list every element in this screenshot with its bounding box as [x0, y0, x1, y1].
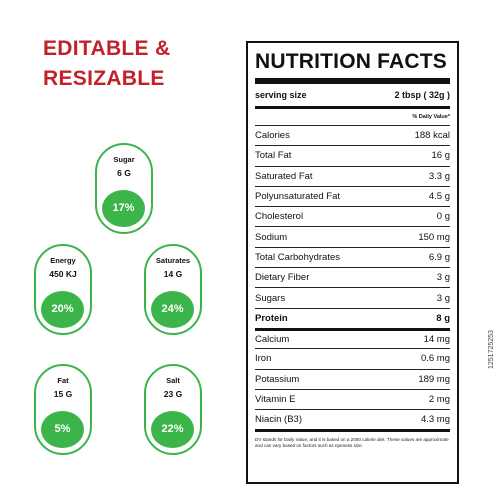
nutrient-row-dietary-fiber: Dietary Fiber 3 g	[255, 267, 450, 287]
nutrition-facts-panel: NUTRITION FACTS serving size 2 tbsp ( 32…	[246, 41, 459, 484]
nutrient-name: Iron	[255, 353, 272, 365]
nutrient-name: Niacin (B3)	[255, 414, 302, 426]
badge-fat: Fat 15 G 5%	[34, 364, 92, 455]
nutrient-row-protein: Protein 8 g	[255, 307, 450, 328]
badge-sugar: Sugar 6 G 17%	[95, 143, 153, 234]
nutrient-row-vitamin-e: Vitamin E 2 mg	[255, 388, 450, 409]
nutrient-row-iron: Iron 0.6 mg	[255, 348, 450, 368]
badge-salt: Salt 23 G 22%	[144, 364, 202, 455]
nutrient-value: 3 g	[436, 292, 450, 304]
badge-amount: 6 G	[117, 168, 131, 178]
daily-value-header: % Daily Value*	[412, 114, 450, 120]
badge-name: Sugar	[113, 155, 135, 164]
badge-saturates: Saturates 14 G 24%	[144, 244, 202, 335]
badge-name: Saturates	[155, 256, 191, 265]
nutrient-value: 0 g	[436, 211, 450, 223]
headline-line-1: EDITABLE &	[43, 37, 171, 60]
nutrient-row-cholesterol: Cholesterol 0 g	[255, 206, 450, 226]
badge-energy: Energy 450 KJ 20%	[34, 244, 92, 335]
nutrient-value: 189 mg	[418, 373, 450, 385]
headline-line-2: RESIZABLE	[43, 67, 165, 90]
nutrient-name: Total Fat	[255, 150, 292, 162]
nutrient-value: 188 kcal	[414, 130, 450, 142]
nutrient-value: 6.9 g	[428, 251, 450, 263]
badge-amount: 15 G	[53, 389, 73, 399]
serving-size-value: 2 tbsp ( 32g )	[394, 90, 450, 100]
badge-name: Salt	[166, 376, 180, 385]
nutrient-value: 8 g	[436, 312, 450, 324]
nutrient-name: Cholesterol	[255, 211, 304, 223]
badge-name: Energy	[50, 256, 76, 265]
thick-rule	[255, 78, 450, 84]
nutrient-value: 4.5 g	[428, 191, 450, 203]
nutrient-value: 3 g	[436, 272, 450, 284]
nutrient-row-niacin: Niacin (B3) 4.3 mg	[255, 409, 450, 429]
nutrient-value: 2 mg	[428, 394, 450, 405]
serving-rule	[255, 106, 450, 109]
badge-percent: 20%	[41, 291, 84, 328]
nutrient-rows: Calories 188 kcal Total Fat 16 g Saturated…	[255, 125, 450, 429]
nutrient-row-sugars: Sugars 3 g	[255, 287, 450, 307]
nutrient-row-calories: Calories 188 kcal	[255, 125, 450, 145]
nutrient-value: 0.6 mg	[420, 353, 450, 365]
nutrient-value: 3.3 g	[428, 170, 450, 182]
nutrient-value: 16 g	[431, 150, 451, 162]
badge-percent: 24%	[151, 291, 194, 328]
serving-size-label: serving size	[255, 90, 307, 100]
nutrient-row-calcium: Calcium 14 mg	[255, 327, 450, 348]
nutrient-row-saturated-fat: Saturated Fat 3.3 g	[255, 165, 450, 186]
badge-name: Fat	[57, 376, 69, 385]
nutrient-name: Potassium	[255, 373, 300, 385]
nutrient-value: 14 mg	[423, 334, 450, 346]
nutrient-name: Total Carbohydrates	[255, 251, 341, 263]
nutrient-name: Sodium	[255, 231, 288, 243]
panel-title: NUTRITION FACTS	[255, 50, 447, 73]
nutrient-row-polyunsaturated-fat: Polyunsaturated Fat 4.5 g	[255, 185, 450, 206]
headline: EDITABLE & RESIZABLE	[43, 34, 170, 94]
badge-amount: 14 G	[163, 269, 183, 279]
footnote: DV stands for Daily Value, and it is bas…	[255, 429, 450, 449]
nutrient-row-total-carbohydrates: Total Carbohydrates 6.9 g	[255, 246, 450, 267]
badge-percent: 22%	[151, 411, 194, 448]
badge-amount: 23 G	[163, 389, 183, 399]
nutrient-value: 4.3 mg	[420, 414, 450, 426]
nutrient-name: Dietary Fiber	[255, 272, 310, 284]
serving-size-row: serving size 2 tbsp ( 32g )	[255, 90, 450, 101]
nutrient-name: Vitamin E	[255, 394, 296, 405]
badge-percent: 5%	[41, 411, 84, 448]
nutrient-value: 150 mg	[418, 231, 450, 243]
stock-id: 1251725253	[488, 330, 495, 370]
badge-amount: 450 KJ	[49, 269, 77, 279]
nutrient-name: Saturated Fat	[255, 170, 313, 182]
nutrient-name: Calcium	[255, 334, 290, 346]
nutrient-name: Calories	[255, 130, 290, 142]
nutrient-name: Protein	[255, 312, 288, 324]
badge-percent: 17%	[102, 190, 145, 227]
nutrient-name: Sugars	[255, 292, 286, 304]
nutrient-row-potassium: Potassium 189 mg	[255, 368, 450, 389]
nutrient-name: Polyunsaturated Fat	[255, 191, 341, 203]
nutrient-row-total-fat: Total Fat 16 g	[255, 145, 450, 165]
nutrient-row-sodium: Sodium 150 mg	[255, 226, 450, 246]
